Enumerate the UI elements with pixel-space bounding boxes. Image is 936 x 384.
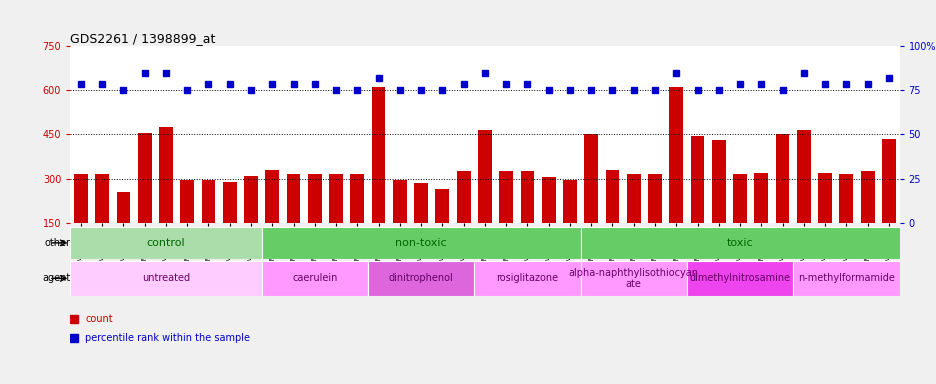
Bar — [477, 130, 491, 223]
Bar — [520, 171, 534, 223]
Bar — [372, 87, 385, 223]
Bar — [456, 171, 470, 223]
Text: rosiglitazone: rosiglitazone — [496, 273, 558, 283]
Bar — [580, 261, 686, 296]
Bar — [732, 174, 746, 223]
Bar — [648, 174, 661, 223]
Bar — [839, 174, 853, 223]
Bar — [881, 139, 895, 223]
Text: GDS2261 / 1398899_at: GDS2261 / 1398899_at — [70, 32, 215, 45]
Bar — [753, 173, 768, 223]
Bar — [223, 182, 237, 223]
Bar — [368, 261, 474, 296]
Bar — [686, 261, 793, 296]
Text: other: other — [44, 238, 70, 248]
Bar — [261, 227, 580, 259]
Bar — [711, 140, 724, 223]
Bar — [775, 134, 789, 223]
Bar — [286, 174, 300, 223]
Bar — [74, 174, 88, 223]
Bar — [392, 180, 406, 223]
Bar — [159, 127, 172, 223]
Bar — [138, 133, 152, 223]
Bar — [584, 134, 597, 223]
Bar — [817, 173, 831, 223]
Bar — [414, 183, 428, 223]
Bar — [329, 174, 343, 223]
Bar — [265, 170, 279, 223]
Bar — [95, 174, 109, 223]
Bar — [474, 261, 580, 296]
Bar — [70, 227, 261, 259]
Bar — [244, 175, 257, 223]
Bar — [690, 136, 704, 223]
Bar — [626, 174, 640, 223]
Bar — [860, 171, 873, 223]
Bar — [668, 87, 682, 223]
Text: alpha-naphthylisothiocyan
ate: alpha-naphthylisothiocyan ate — [568, 268, 698, 289]
Bar — [435, 189, 448, 223]
Text: non-toxic: non-toxic — [395, 238, 446, 248]
Text: percentile rank within the sample: percentile rank within the sample — [85, 333, 250, 343]
Bar — [116, 192, 130, 223]
Bar — [541, 177, 555, 223]
Text: n-methylformamide: n-methylformamide — [797, 273, 894, 283]
Bar — [261, 261, 368, 296]
Text: caerulein: caerulein — [292, 273, 337, 283]
Bar — [201, 180, 215, 223]
Text: dimethylnitrosamine: dimethylnitrosamine — [689, 273, 790, 283]
Bar — [563, 180, 577, 223]
Bar — [797, 130, 810, 223]
Bar — [308, 174, 321, 223]
Bar — [70, 261, 261, 296]
Bar — [793, 261, 899, 296]
Text: control: control — [147, 238, 185, 248]
Text: dinitrophenol: dinitrophenol — [388, 273, 453, 283]
Bar — [350, 174, 364, 223]
Bar — [499, 171, 513, 223]
Text: untreated: untreated — [141, 273, 190, 283]
Bar — [605, 170, 619, 223]
Text: agent: agent — [42, 273, 70, 283]
Bar — [180, 180, 194, 223]
Text: toxic: toxic — [726, 238, 753, 248]
Text: count: count — [85, 314, 112, 324]
Bar — [580, 227, 899, 259]
